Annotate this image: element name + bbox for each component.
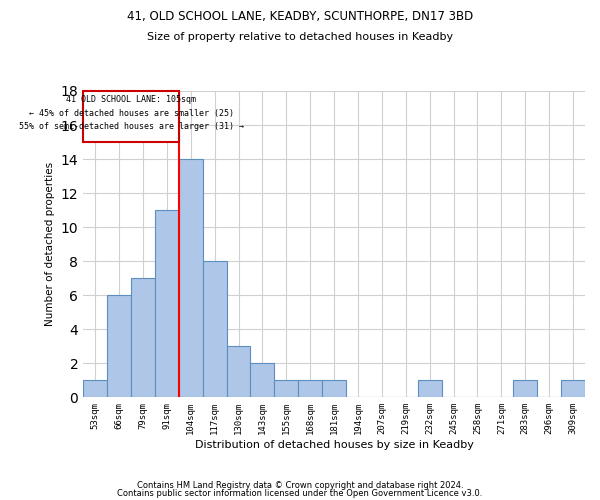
Text: Contains HM Land Registry data © Crown copyright and database right 2024.: Contains HM Land Registry data © Crown c…	[137, 481, 463, 490]
Text: Size of property relative to detached houses in Keadby: Size of property relative to detached ho…	[147, 32, 453, 42]
Bar	[298, 380, 322, 398]
Bar	[322, 380, 346, 398]
Bar	[83, 380, 107, 398]
Bar	[203, 261, 227, 398]
Text: 55% of semi-detached houses are larger (31) →: 55% of semi-detached houses are larger (…	[19, 122, 244, 132]
Text: 41 OLD SCHOOL LANE: 105sqm: 41 OLD SCHOOL LANE: 105sqm	[66, 96, 196, 104]
Bar	[179, 159, 203, 398]
Text: 41, OLD SCHOOL LANE, KEADBY, SCUNTHORPE, DN17 3BD: 41, OLD SCHOOL LANE, KEADBY, SCUNTHORPE,…	[127, 10, 473, 23]
Text: ← 45% of detached houses are smaller (25): ← 45% of detached houses are smaller (25…	[29, 109, 233, 118]
FancyBboxPatch shape	[83, 91, 179, 142]
X-axis label: Distribution of detached houses by size in Keadby: Distribution of detached houses by size …	[194, 440, 473, 450]
Text: Contains public sector information licensed under the Open Government Licence v3: Contains public sector information licen…	[118, 488, 482, 498]
Bar	[155, 210, 179, 398]
Bar	[227, 346, 250, 398]
Bar	[514, 380, 537, 398]
Bar	[274, 380, 298, 398]
Y-axis label: Number of detached properties: Number of detached properties	[45, 162, 55, 326]
Bar	[418, 380, 442, 398]
Bar	[131, 278, 155, 398]
Bar	[250, 364, 274, 398]
Bar	[107, 295, 131, 398]
Bar	[561, 380, 585, 398]
